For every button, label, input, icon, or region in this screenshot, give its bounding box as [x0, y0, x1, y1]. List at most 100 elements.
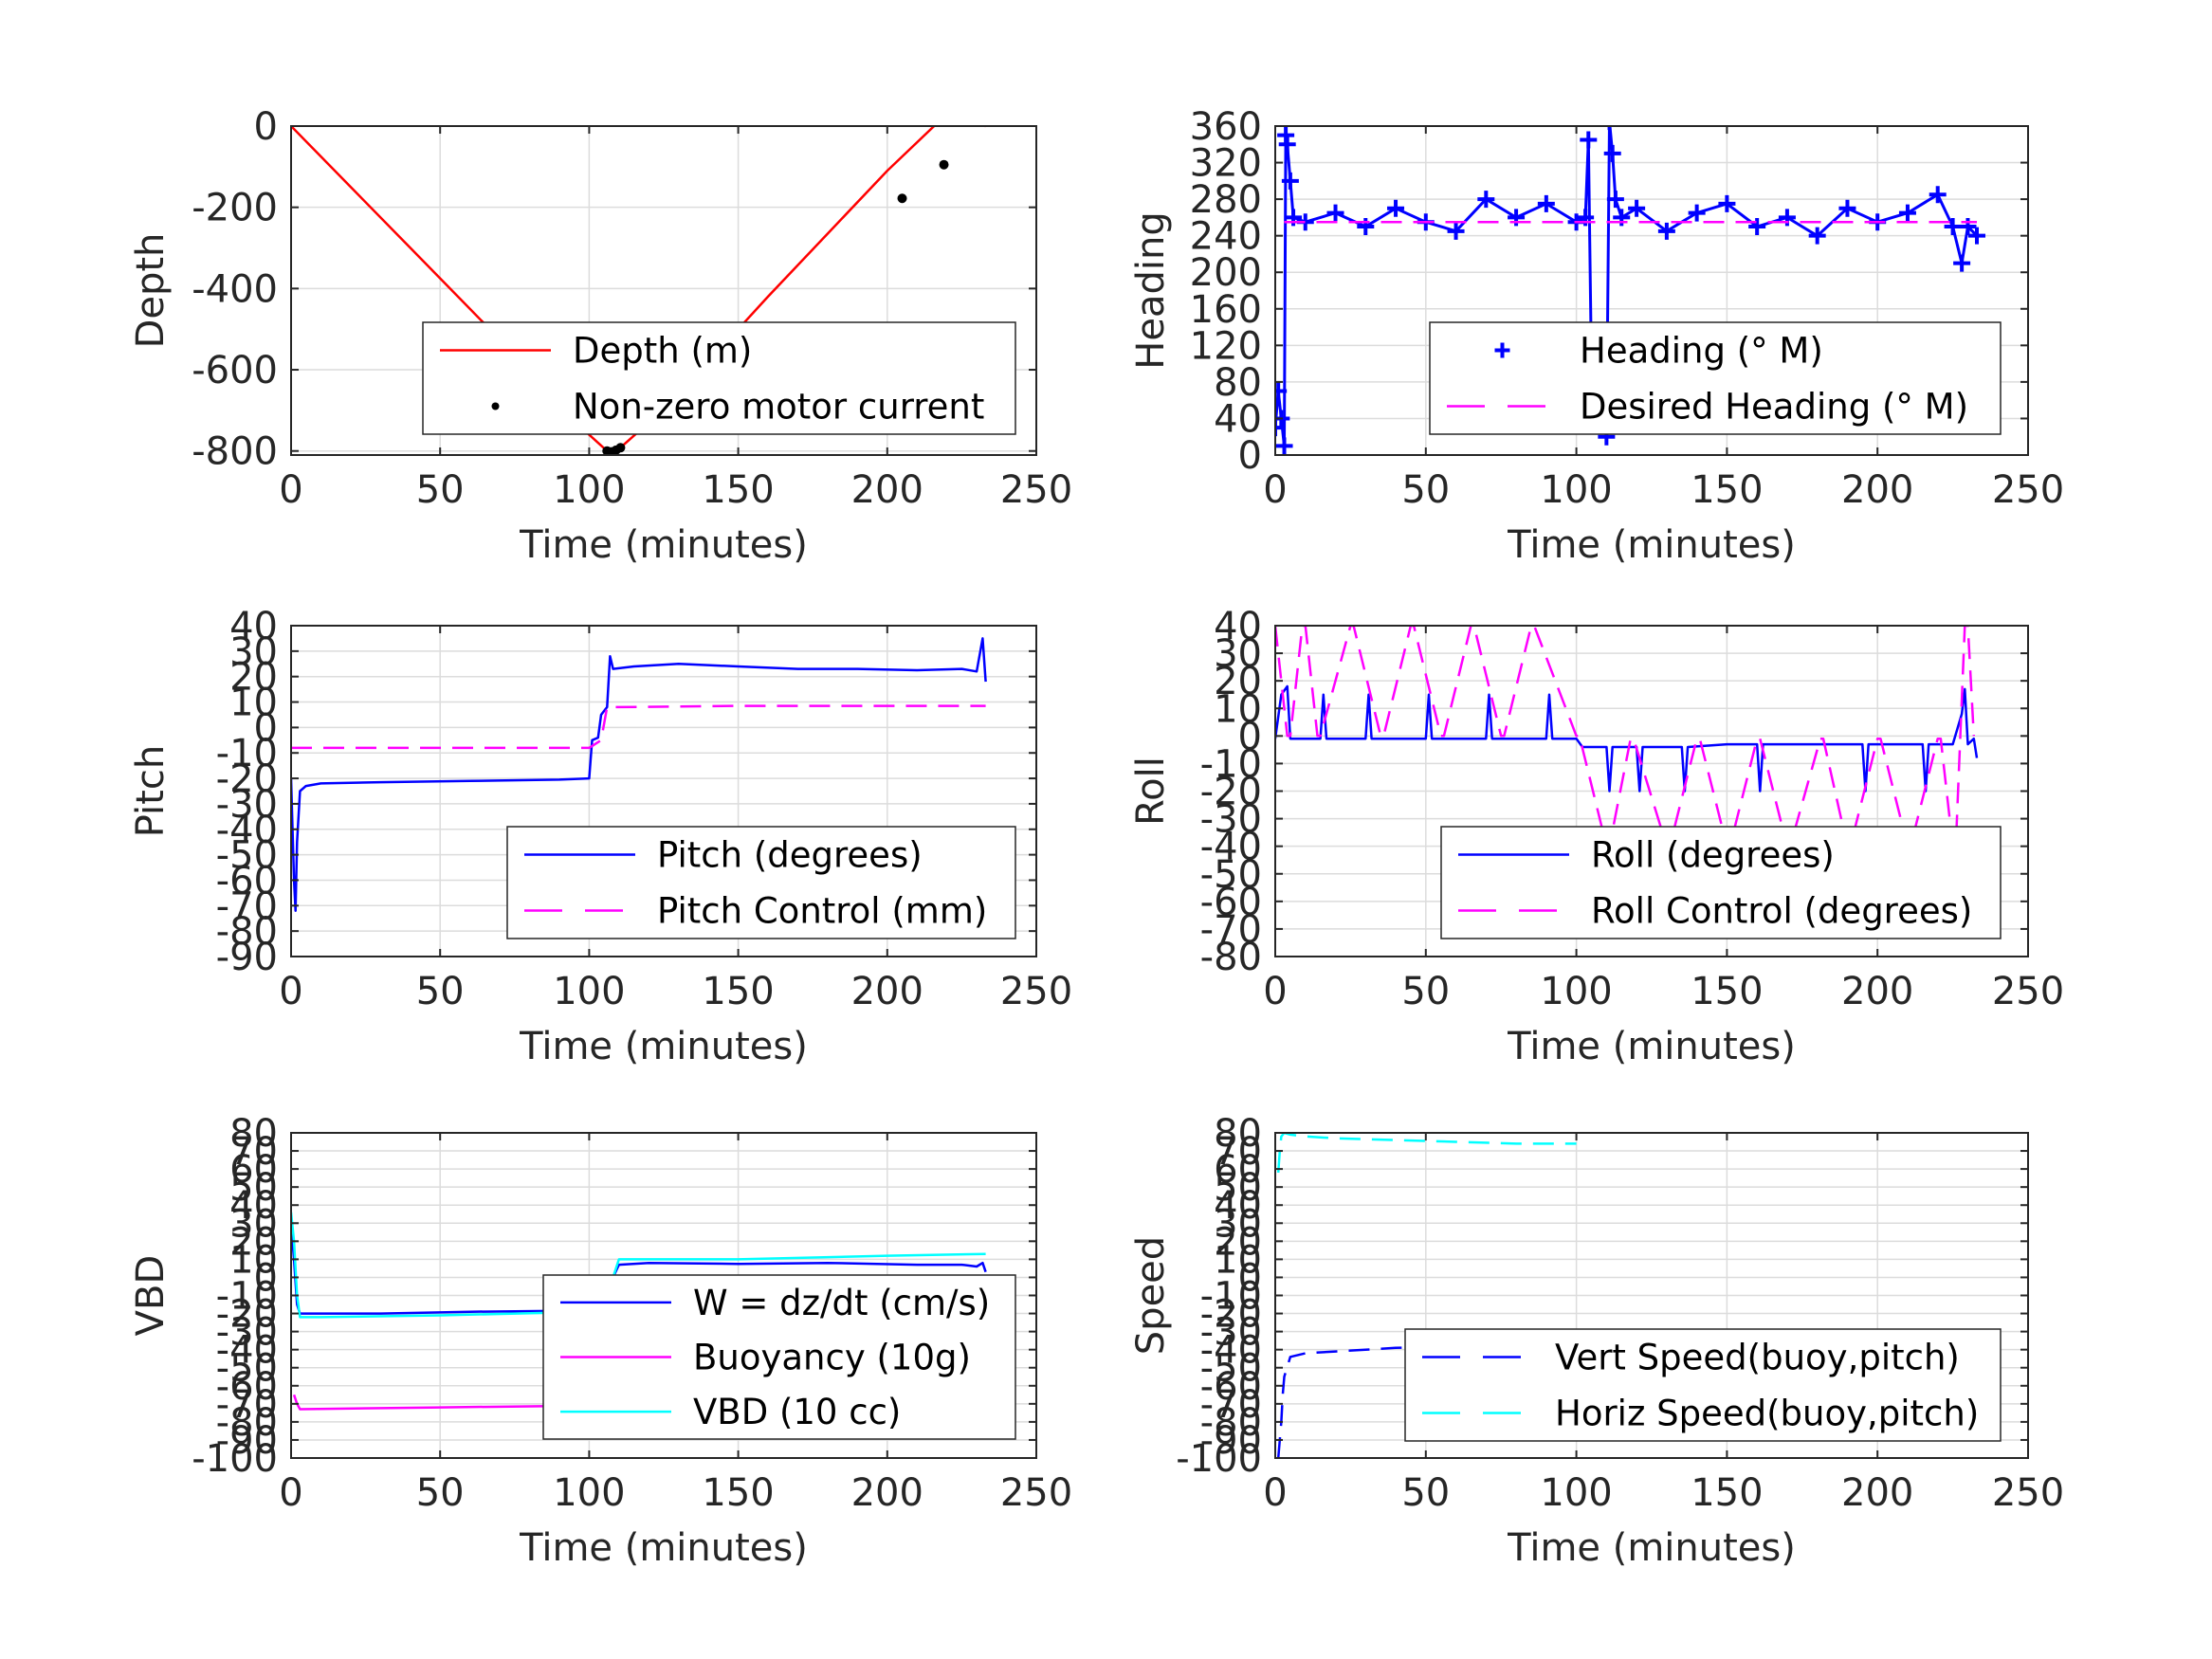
legend-label: Vert Speed(buoy,pitch): [1555, 1338, 1960, 1378]
x-tick-label: 250: [1992, 468, 2064, 512]
legend-swatch: [491, 402, 500, 410]
y-tick-label: -10: [216, 1275, 278, 1319]
y-tick-label: 10: [1214, 687, 1262, 731]
series-line-2: [292, 1394, 590, 1411]
y-tick-label: 70: [1214, 1130, 1262, 1174]
legend: Vert Speed(buoy,pitch) Horiz Speed(buoy,p…: [1404, 1328, 2002, 1442]
x-axis-label: Time (minutes): [1507, 1025, 1796, 1068]
legend-label: Roll (degrees): [1591, 835, 1835, 876]
y-tick-label: -60: [1200, 1365, 1262, 1409]
tick-marks: [1274, 125, 2029, 456]
y-tick-label: 30: [229, 630, 278, 674]
x-tick-label: 100: [1540, 1471, 1612, 1515]
y-tick-label: -50: [1200, 1347, 1262, 1391]
y-tick-label: 20: [1214, 1220, 1262, 1264]
chart-panel-1: 0 50 100 150 200 250 0 -200 -400 -600 -800 Time (mi…: [129, 105, 1072, 567]
legend-label: Non-zero motor current: [573, 387, 984, 428]
y-axis-label: Depth: [129, 233, 173, 349]
legend-label: Pitch (degrees): [657, 835, 923, 876]
legend-swatch: [1494, 342, 1510, 358]
x-tick-label: 0: [1263, 468, 1287, 512]
y-tick-label: 240: [1190, 215, 1262, 259]
plus-marker: [1838, 199, 1856, 217]
y-tick-label: -70: [216, 884, 278, 928]
y-tick-label: 360: [1190, 105, 1262, 149]
plus-marker: [1748, 218, 1766, 236]
y-tick-label: 60: [229, 1148, 278, 1192]
legend: W = dz/dt (cm/s) Buoyancy (10g) VBD (10 cc…: [542, 1274, 1016, 1440]
legend-box: [422, 321, 1016, 435]
y-axis-label: Speed: [1129, 1236, 1173, 1355]
plus-marker: [1688, 204, 1706, 222]
legend-label: Roll Control (degrees): [1591, 891, 1972, 932]
series-line-2: [1275, 626, 1976, 848]
x-tick-label: 50: [1401, 1471, 1450, 1515]
x-tick-label: 150: [1691, 468, 1763, 512]
x-axis-label: Time (minutes): [519, 523, 808, 567]
legend-box: [1404, 1328, 2002, 1442]
y-tick-label: 20: [229, 656, 278, 700]
series-line-2: [1276, 1133, 1577, 1173]
y-tick-label: 50: [1214, 1166, 1262, 1210]
y-tick-label: -30: [216, 783, 278, 827]
x-tick-label: 250: [1992, 1471, 2064, 1515]
plus-marker: [1603, 144, 1621, 162]
plus-marker: [1275, 419, 1284, 437]
y-tick-label: 160: [1190, 288, 1262, 332]
series-line-2: [291, 704, 986, 750]
y-tick-label: 30: [1214, 1202, 1262, 1246]
legend-label: VBD (10 cc): [693, 1392, 901, 1432]
y-tick-label: -80: [1200, 936, 1262, 979]
axes-frame: [1274, 125, 2029, 456]
y-tick-label: -40: [216, 1329, 278, 1373]
y-tick-label: -40: [216, 809, 278, 852]
plus-marker: [1898, 204, 1916, 222]
plus-marker: [1929, 186, 1947, 204]
legend-label: Depth (m): [573, 331, 752, 372]
data-point: [939, 159, 949, 170]
chart-panel-2: 0 50 100 150 200 2500408012016020024028032036…: [1129, 105, 2064, 567]
y-tick-label: 50: [229, 1166, 278, 1210]
y-tick-label: 10: [1214, 1238, 1262, 1282]
legend-label: Desired Heading (° M): [1580, 387, 1968, 428]
x-axis-label: Time (minutes): [519, 1526, 808, 1570]
x-tick-label: 150: [702, 468, 774, 512]
plus-marker: [1718, 194, 1736, 212]
x-tick-label: 0: [279, 970, 302, 1013]
y-tick-label: 0: [254, 706, 278, 750]
y-tick-label: -90: [216, 1419, 278, 1463]
y-tick-label: -80: [216, 910, 278, 954]
plus-marker: [1628, 199, 1646, 217]
y-tick-label: 280: [1190, 178, 1262, 222]
y-tick-label: -800: [192, 430, 278, 474]
series-group: [1276, 1133, 1577, 1458]
x-tick-label: 250: [1000, 970, 1072, 1013]
x-tick-label: 0: [279, 468, 302, 512]
y-tick-label: 40: [1214, 1184, 1262, 1228]
y-axis-label: Heading: [1129, 211, 1173, 369]
y-tick-label: -60: [216, 1365, 278, 1409]
y-tick-label: -40: [1200, 826, 1262, 869]
y-tick-label: 40: [1214, 605, 1262, 648]
y-tick-label: 320: [1190, 142, 1262, 186]
y-tick-label: -100: [1176, 1437, 1262, 1481]
legend-box: [1440, 826, 2002, 939]
y-tick-label: -60: [1200, 881, 1262, 924]
x-tick-label: 0: [279, 1471, 302, 1515]
axes-frame: [290, 125, 1037, 456]
series-line-1: [291, 637, 987, 912]
x-tick-label: 150: [1691, 1471, 1763, 1515]
y-tick-label: 60: [1214, 1148, 1262, 1192]
y-tick-label: 0: [254, 1256, 278, 1300]
plus-marker: [1607, 126, 1612, 131]
plus-marker: [1606, 191, 1624, 209]
x-tick-label: 100: [553, 1471, 625, 1515]
data-point: [615, 443, 626, 453]
x-tick-label: 250: [1000, 468, 1072, 512]
y-tick-label: -600: [192, 349, 278, 392]
legend: Pitch (degrees) Pitch Control (mm): [506, 826, 1016, 939]
tick-marks: [290, 625, 1037, 957]
y-tick-label: -80: [216, 1401, 278, 1445]
y-tick-label: -60: [216, 859, 278, 902]
